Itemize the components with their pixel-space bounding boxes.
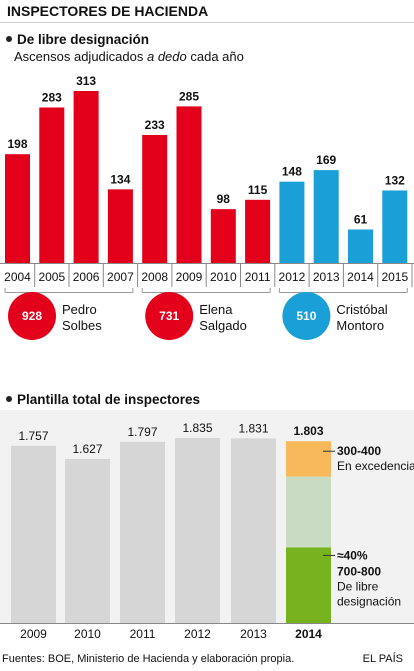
x-tick-label: 2012 — [279, 270, 306, 284]
x-tick-label: 2012 — [184, 627, 211, 641]
x-tick-label: 2007 — [107, 270, 134, 284]
x-tick-label: 2008 — [141, 270, 168, 284]
x-tick-label: 2014 — [295, 627, 322, 641]
bar-2006 — [73, 91, 99, 263]
x-tick-label: 2015 — [381, 270, 408, 284]
annotation-label: En excedencia — [337, 459, 414, 473]
group-name: Elena — [199, 302, 233, 317]
group-name: Cristóbal — [336, 302, 387, 317]
bar-2010 — [65, 458, 110, 623]
bullet-icon — [6, 396, 12, 403]
subtitle-text-em: a dedo — [146, 49, 187, 64]
x-tick-label: 2006 — [73, 270, 100, 284]
section-title-libre-designacion: De libre designación — [6, 32, 149, 47]
bar-2005 — [39, 107, 65, 263]
bar-2009 — [176, 106, 202, 263]
subtitle-text-pre: Ascensos adjudicados — [14, 49, 147, 64]
source-note: Fuentes: BOE, Ministerio de Hacienda y e… — [2, 653, 295, 665]
group-name: Montoro — [336, 318, 384, 333]
bar-value-label: 198 — [7, 137, 27, 151]
bar-value-label: 1.835 — [182, 421, 212, 435]
bar-2004 — [5, 154, 30, 263]
bar-2008 — [142, 134, 168, 263]
group-total-value: 928 — [22, 309, 42, 323]
bar-2009 — [11, 445, 56, 623]
group-name: Salgado — [199, 318, 247, 333]
section-title-text: De libre designación — [17, 32, 150, 47]
section-subtitle: Ascensos adjudicados a dedo cada año — [14, 49, 244, 64]
group-name: Solbes — [62, 318, 102, 333]
stack-segment-2014 — [286, 547, 331, 623]
stack-segment-2014 — [286, 441, 331, 477]
bullet-icon — [6, 36, 12, 43]
bar-2007 — [107, 189, 133, 263]
subtitle-text-post: cada año — [186, 49, 244, 64]
bar-2013 — [313, 170, 339, 263]
bar-2015 — [382, 190, 408, 263]
group-total-circle — [145, 292, 194, 340]
bar-value-label: 1.627 — [72, 442, 102, 456]
group-total-value: 510 — [296, 309, 316, 323]
x-tick-label: 2013 — [313, 270, 340, 284]
group-total-value: 731 — [159, 309, 179, 323]
bar-value-label: 115 — [248, 183, 268, 197]
bar-value-label: 132 — [385, 173, 405, 187]
bar-value-label: 1.757 — [18, 429, 48, 443]
x-tick-label: 2013 — [240, 627, 267, 641]
stack-segment-2014 — [286, 476, 331, 548]
bar-2010 — [210, 209, 236, 263]
bar-2013 — [231, 438, 276, 623]
bar-value-label: 1.803 — [293, 424, 323, 438]
bar-2014 — [348, 229, 373, 263]
x-tick-label: 2009 — [176, 270, 203, 284]
brand-label: EL PAÍS — [362, 653, 403, 665]
annotation-range: 700-800 — [337, 564, 381, 578]
page-title: INSPECTORES DE HACIENDA — [7, 3, 209, 19]
x-tick-label: 2005 — [38, 270, 65, 284]
bar-value-label: 148 — [282, 165, 302, 179]
bar-value-label: 1.797 — [127, 425, 157, 439]
bar-2011 — [120, 441, 165, 623]
x-tick-label: 2010 — [74, 627, 101, 641]
bar-2012 — [279, 181, 305, 263]
charts-canvas: 198 2004 283 2005 313 2006 134 2007 233 2008 285 20… — [0, 74, 414, 641]
bar-value-label: 1.831 — [238, 421, 268, 435]
x-tick-label: 2009 — [20, 627, 47, 641]
annotation-range: 300-400 — [337, 444, 381, 458]
x-tick-label: 2004 — [4, 270, 31, 284]
x-tick-label: 2011 — [130, 627, 156, 641]
bar-value-label: 283 — [42, 90, 62, 104]
x-tick-label: 2014 — [347, 270, 374, 284]
group-total-circle — [282, 292, 331, 340]
x-tick-label: 2010 — [210, 270, 237, 284]
bar-value-label: 61 — [354, 212, 368, 226]
group-name: Pedro — [62, 302, 97, 317]
bar-value-label: 134 — [110, 172, 130, 186]
bar-2011 — [245, 199, 271, 263]
annotation-label: designación — [337, 594, 401, 608]
x-tick-label: 2011 — [245, 270, 271, 284]
bar-value-label: 98 — [217, 192, 231, 206]
section-title-text: Plantilla total de inspectores — [17, 392, 201, 407]
section-title-plantilla: Plantilla total de inspectores — [6, 392, 200, 407]
bar-value-label: 169 — [316, 153, 336, 167]
group-total-circle — [8, 292, 56, 340]
bar-value-label: 313 — [76, 74, 96, 88]
bar-value-label: 233 — [145, 118, 165, 132]
bar-value-label: 285 — [179, 89, 199, 103]
annotation-label: De libre — [337, 579, 379, 593]
title-divider — [0, 22, 414, 23]
annotation-share: ≈40% — [337, 548, 368, 562]
bar-2012 — [175, 438, 220, 623]
